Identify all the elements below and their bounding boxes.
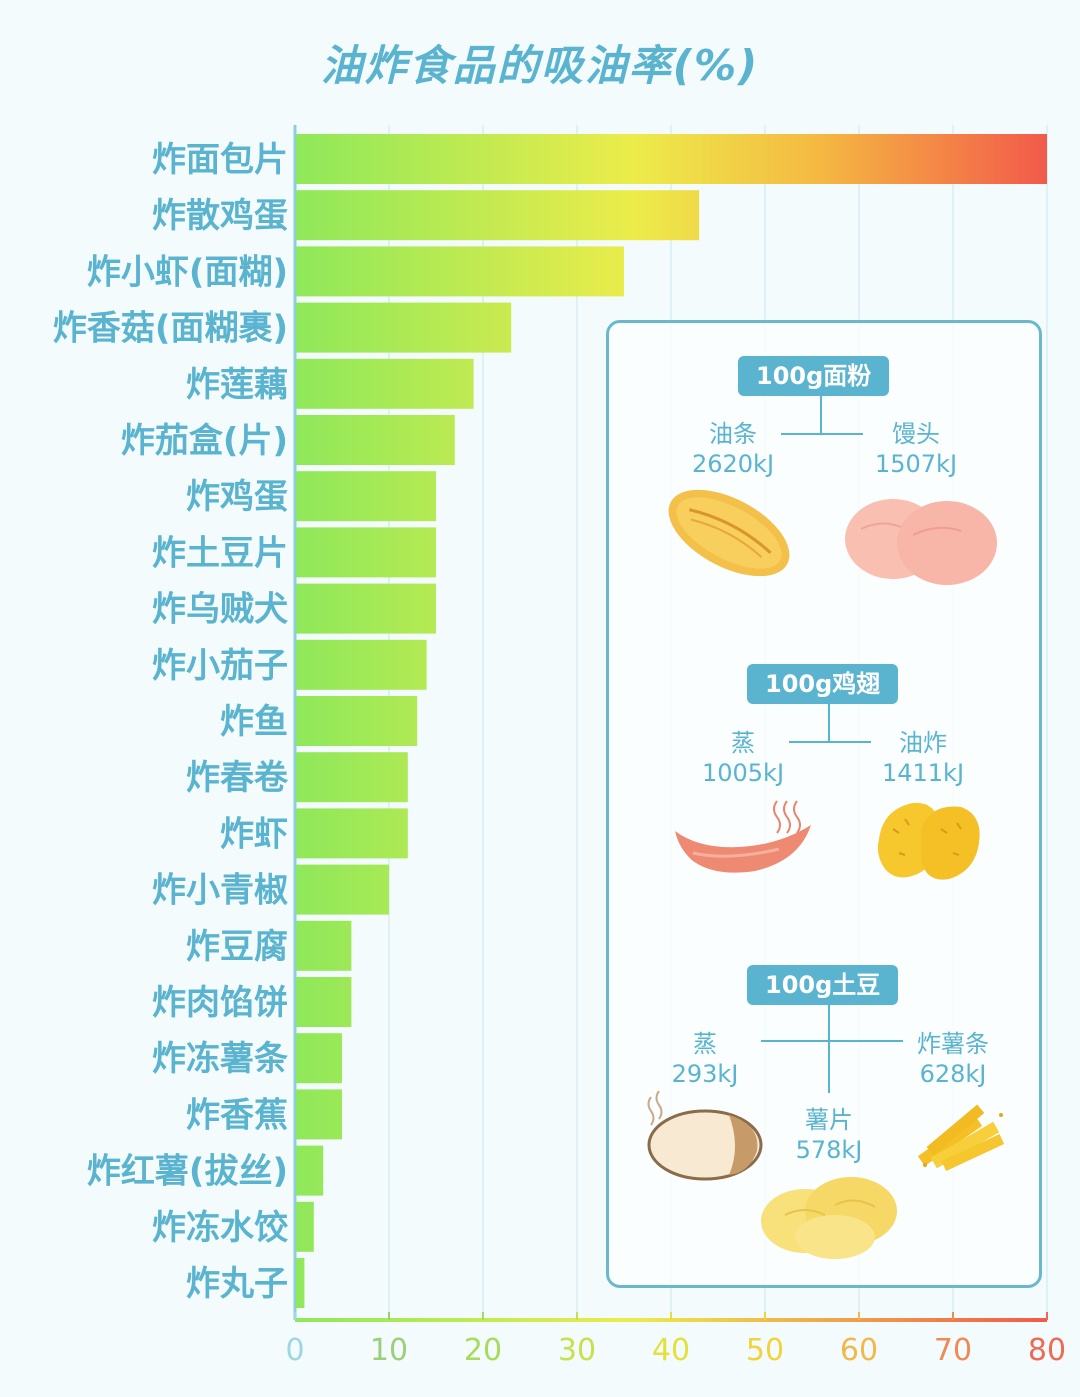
bar (296, 471, 436, 522)
x-tick-label: 0 (285, 1333, 304, 1368)
category-label: 炸香蕉 (186, 1095, 288, 1135)
steamed-potato-icon (647, 1090, 763, 1181)
chips-label: 薯片 (805, 1106, 853, 1134)
category-label: 炸小虾(面糊) (87, 252, 288, 292)
category-label: 炸面包片 (152, 140, 288, 180)
x-tick-label: 70 (934, 1333, 972, 1368)
steamed-potato-energy: 293kJ (671, 1060, 739, 1088)
wing-connector-h (789, 741, 871, 743)
chips-energy: 578kJ (795, 1136, 863, 1164)
bar (296, 358, 474, 409)
category-label: 炸虾 (220, 814, 288, 854)
category-label: 炸茄盒(片) (121, 421, 288, 461)
chart-title: 油炸食品的吸油率(%) (320, 41, 760, 90)
x-tick-label: 80 (1028, 1333, 1066, 1368)
bar (296, 527, 436, 578)
youtiao-label: 油条 (709, 420, 757, 448)
bar (296, 246, 624, 297)
x-tick-label: 20 (464, 1333, 502, 1368)
category-label: 炸散鸡蛋 (152, 196, 288, 236)
bar (296, 1145, 324, 1196)
flour-section-title: 100g面粉 (738, 356, 890, 396)
bar (296, 696, 418, 746)
fries-label: 炸薯条 (917, 1030, 989, 1058)
bar (296, 639, 427, 690)
category-label: 炸春卷 (186, 758, 289, 798)
category-label: 炸鱼 (220, 702, 288, 742)
mantou-label: 馒头 (892, 420, 940, 448)
category-label: 炸红薯(拔丝) (87, 1152, 288, 1192)
category-label: 炸小青椒 (152, 871, 288, 911)
steamed-wing-icon (675, 800, 811, 873)
potato-connector-v (828, 1005, 830, 1093)
fries-icon (917, 1104, 1005, 1172)
bar (296, 808, 408, 859)
category-label: 炸乌贼犬 (152, 590, 288, 630)
bar (296, 1258, 305, 1308)
potato-connector-h (761, 1040, 903, 1042)
category-label: 炸小茄子 (152, 646, 288, 686)
bar (296, 302, 512, 353)
bar (296, 1089, 342, 1140)
bar (296, 134, 1047, 184)
steamed-potato-label: 蒸 (693, 1030, 717, 1058)
x-tick-label: 60 (840, 1333, 878, 1368)
flour-connector-h (781, 433, 863, 435)
x-tick-label: 10 (370, 1333, 408, 1368)
youtiao-icon (668, 489, 790, 577)
fried-wing-label: 油炸 (899, 729, 947, 757)
mantou-energy: 1507kJ (874, 450, 958, 478)
bar (296, 415, 455, 465)
fries-energy: 628kJ (919, 1060, 987, 1088)
category-label: 炸土豆片 (152, 533, 288, 573)
bar (296, 1201, 314, 1252)
chips-icon (761, 1177, 897, 1259)
youtiao-energy: 2620kJ (691, 450, 775, 478)
steamed-wing-energy: 1005kJ (701, 759, 785, 787)
flour-connector-v (820, 396, 822, 434)
bar (296, 583, 436, 634)
wing-connector-v (828, 704, 830, 742)
wing-section-title: 100g鸡翅 (747, 664, 899, 704)
energy-comparison-panel: 100g面粉 油条 2620kJ 馒头 1507kJ 100g鸡翅 蒸 1005… (606, 320, 1042, 1288)
x-tick-label: 40 (652, 1333, 690, 1368)
potato-section-title: 100g土豆 (747, 965, 899, 1005)
mantou-icon (845, 499, 997, 585)
bar (296, 920, 352, 971)
category-label: 炸冻薯条 (152, 1039, 288, 1079)
bar (296, 977, 352, 1027)
x-tick-label: 30 (558, 1333, 596, 1368)
fried-wing-energy: 1411kJ (881, 759, 965, 787)
category-label: 炸冻水饺 (152, 1208, 288, 1248)
category-label: 炸香菇(面糊裹) (53, 309, 288, 349)
category-label: 炸莲藕 (186, 365, 288, 405)
category-label: 炸肉馅饼 (152, 983, 288, 1023)
fried-wing-icon (877, 802, 980, 880)
x-tick-label: 50 (746, 1333, 784, 1368)
bar (296, 752, 408, 803)
category-label: 炸豆腐 (186, 927, 288, 967)
bar (296, 1033, 342, 1084)
steamed-wing-label: 蒸 (731, 729, 755, 757)
category-label: 炸鸡蛋 (186, 477, 288, 517)
bar (296, 190, 700, 241)
bar (296, 864, 389, 915)
category-label: 炸丸子 (186, 1264, 288, 1304)
